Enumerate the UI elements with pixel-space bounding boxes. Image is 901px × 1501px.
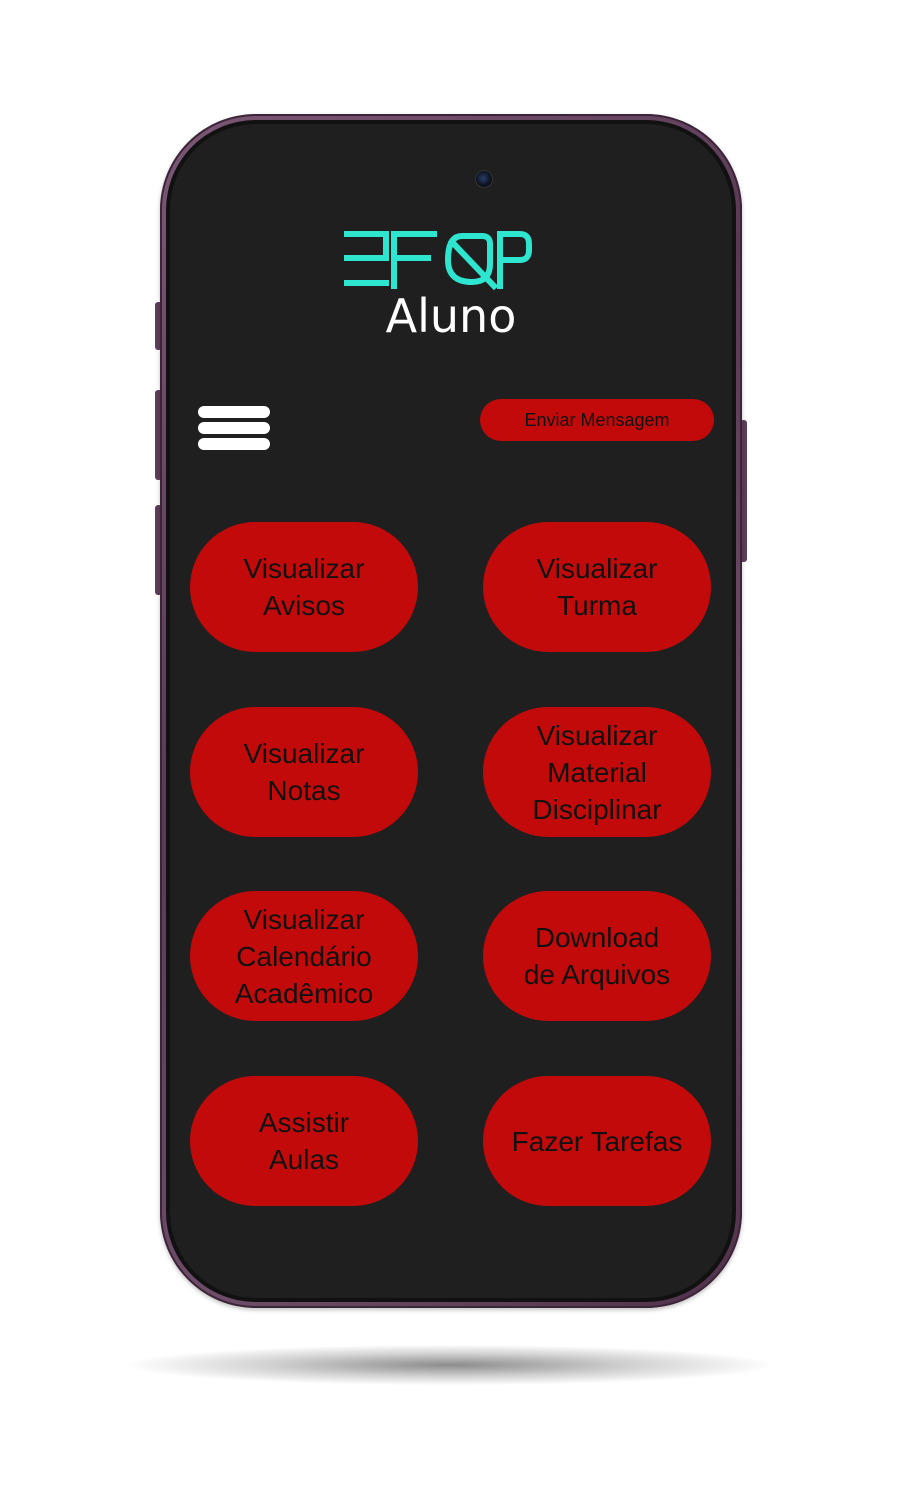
button-label: Visualizar Notas	[243, 738, 365, 806]
watch-classes-button[interactable]: Assistir Aulas	[190, 1076, 418, 1206]
view-class-button[interactable]: Visualizar Turma	[483, 522, 711, 652]
view-grades-button[interactable]: Visualizar Notas	[190, 707, 418, 837]
button-label: Assistir Aulas	[258, 1107, 350, 1175]
button-label: Visualizar Material Disciplinar	[532, 719, 662, 825]
mute-switch	[155, 302, 162, 350]
hamburger-menu-icon	[198, 406, 270, 418]
view-course-material-button[interactable]: Visualizar Material Disciplinar	[483, 707, 711, 837]
button-label: Visualizar Avisos	[243, 553, 365, 621]
app-subtitle: Aluno	[385, 289, 517, 343]
download-files-button[interactable]: Download de Arquivos	[483, 891, 711, 1021]
view-notices-button[interactable]: Visualizar Avisos	[190, 522, 418, 652]
phone-screen: Aluno Enviar Mensagem Visualizar Avisos …	[170, 124, 732, 1298]
button-label: Download de Arquivos	[523, 922, 671, 990]
hamburger-menu-icon	[198, 422, 270, 434]
view-academic-calendar-button[interactable]: Visualizar Calendário Acadêmico	[190, 891, 418, 1021]
efqp-logo-icon	[344, 231, 532, 291]
send-message-button[interactable]: Enviar Mensagem	[480, 399, 714, 441]
volume-down-button	[155, 505, 162, 595]
phone-shadow	[130, 1345, 770, 1385]
do-tasks-button[interactable]: Fazer Tarefas	[483, 1076, 711, 1206]
front-camera-icon	[476, 171, 492, 187]
hamburger-menu-icon	[198, 438, 270, 450]
button-label: Fazer Tarefas	[511, 1125, 683, 1157]
volume-up-button	[155, 390, 162, 480]
button-label: Visualizar Calendário Acadêmico	[234, 903, 374, 1009]
button-label: Visualizar Turma	[536, 553, 658, 621]
app-logo	[344, 230, 532, 291]
power-button	[740, 420, 747, 562]
menu-button[interactable]	[198, 404, 270, 452]
